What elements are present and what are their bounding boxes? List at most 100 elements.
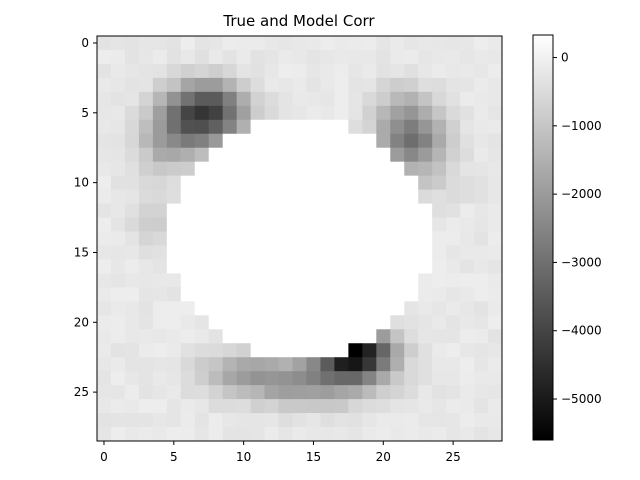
heatmap-cell xyxy=(152,343,168,358)
heatmap-cell xyxy=(390,63,405,79)
colorbar-tick-label: −2000 xyxy=(561,187,602,201)
heatmap-cell xyxy=(390,231,405,246)
heatmap-cell xyxy=(418,301,433,316)
heatmap-cell xyxy=(376,287,391,302)
heatmap-cell xyxy=(446,147,461,163)
heatmap-cell xyxy=(264,49,279,65)
heatmap-cell xyxy=(292,147,307,163)
heatmap-cell xyxy=(488,77,503,93)
heatmap-cell xyxy=(278,385,293,400)
heatmap-cell xyxy=(334,133,349,149)
heatmap-cell xyxy=(334,385,349,400)
heatmap-cell xyxy=(334,371,349,386)
heatmap-cell xyxy=(166,161,182,177)
heatmap-cell xyxy=(222,77,238,93)
heatmap-cell xyxy=(264,301,279,316)
heatmap-cell xyxy=(446,49,461,65)
heatmap-cell xyxy=(446,315,461,330)
heatmap-cell xyxy=(376,147,391,163)
heatmap-cell xyxy=(376,49,391,65)
heatmap-cell xyxy=(194,329,210,344)
heatmap-cell xyxy=(334,49,349,65)
heatmap-cell xyxy=(264,203,279,218)
heatmap-cell xyxy=(390,385,405,400)
heatmap-cell xyxy=(110,329,126,344)
heatmap-cell xyxy=(320,119,335,135)
heatmap-cell xyxy=(432,427,447,442)
heatmap-cell xyxy=(390,315,405,330)
heatmap-cell xyxy=(180,119,196,135)
heatmap-cell xyxy=(138,315,154,330)
heatmap-cell xyxy=(362,217,377,232)
heatmap-grid xyxy=(97,36,503,442)
heatmap-cell xyxy=(320,36,335,51)
heatmap-cell xyxy=(166,91,182,107)
heatmap-cell xyxy=(278,315,293,330)
heatmap-cell xyxy=(418,189,433,204)
heatmap-cell xyxy=(180,77,196,93)
heatmap-cell xyxy=(222,399,238,414)
heatmap-cell xyxy=(208,301,224,316)
heatmap-cell xyxy=(446,371,461,386)
heatmap-cell xyxy=(222,287,238,302)
heatmap-cell xyxy=(278,343,293,358)
heatmap-cell xyxy=(250,119,265,135)
heatmap-cell xyxy=(180,385,196,400)
heatmap-cell xyxy=(124,105,140,121)
heatmap-cell xyxy=(362,273,377,288)
heatmap-cell xyxy=(222,371,238,386)
heatmap-cell xyxy=(180,133,196,149)
heatmap-cell xyxy=(390,77,405,93)
heatmap-cell xyxy=(194,315,210,330)
heatmap-cell xyxy=(320,63,335,79)
heatmap-cell xyxy=(236,36,252,51)
heatmap-cell xyxy=(474,175,489,191)
heatmap-cell xyxy=(222,49,238,65)
y-tick-label: 25 xyxy=(74,385,89,399)
heatmap-cell xyxy=(124,161,140,177)
heatmap-cell xyxy=(110,147,126,163)
heatmap-cell xyxy=(418,287,433,302)
heatmap-cell xyxy=(432,189,447,204)
heatmap-cell xyxy=(236,273,252,288)
heatmap-cell xyxy=(348,413,363,428)
heatmap-cell xyxy=(418,49,433,65)
heatmap-cell xyxy=(306,287,321,302)
heatmap-cell xyxy=(418,161,433,177)
heatmap-cell xyxy=(138,301,154,316)
heatmap-cell xyxy=(138,413,154,428)
heatmap-cell xyxy=(460,385,475,400)
heatmap-cell xyxy=(208,77,224,93)
heatmap-cell xyxy=(446,427,461,442)
heatmap-cell xyxy=(250,413,265,428)
heatmap-cell xyxy=(208,371,224,386)
heatmap-cell xyxy=(418,36,433,51)
heatmap-cell xyxy=(474,301,489,316)
heatmap-cell xyxy=(348,217,363,232)
heatmap-cell xyxy=(180,301,196,316)
heatmap-cell xyxy=(250,385,265,400)
heatmap-cell xyxy=(124,399,140,414)
heatmap-cell xyxy=(432,385,447,400)
heatmap-cell xyxy=(474,273,489,288)
heatmap-cell xyxy=(334,399,349,414)
heatmap-cell xyxy=(222,413,238,428)
heatmap-cell xyxy=(278,189,293,204)
heatmap-cell xyxy=(348,329,363,344)
heatmap-cell xyxy=(124,259,140,274)
heatmap-cell xyxy=(194,63,210,79)
heatmap-cell xyxy=(292,189,307,204)
heatmap-cell xyxy=(404,161,419,177)
heatmap-cell xyxy=(250,287,265,302)
heatmap-cell xyxy=(306,413,321,428)
heatmap-cell xyxy=(362,231,377,246)
heatmap-cell xyxy=(138,147,154,163)
heatmap-cell xyxy=(460,371,475,386)
heatmap-cell xyxy=(124,315,140,330)
heatmap-cell xyxy=(278,413,293,428)
y-axis: 0 5 10 15 20 25 xyxy=(74,36,97,399)
y-tick-label: 15 xyxy=(74,245,89,259)
heatmap-cell xyxy=(110,371,126,386)
heatmap-cell xyxy=(474,245,489,260)
heatmap-cell xyxy=(334,287,349,302)
